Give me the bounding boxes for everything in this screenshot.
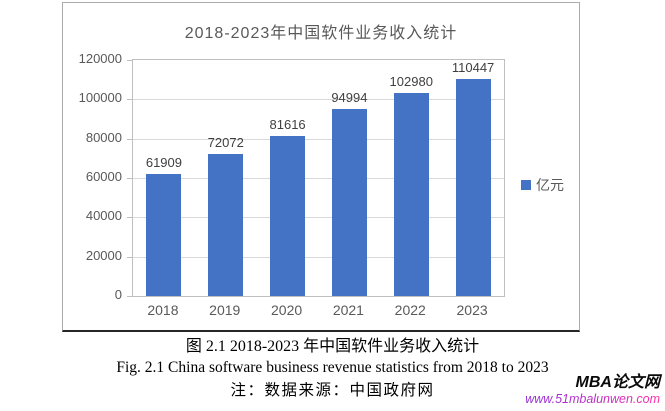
x-axis-label: 2023: [456, 302, 488, 318]
caption-zh: 图 2.1 2018-2023 年中国软件业务收入统计: [185, 338, 480, 355]
y-axis-label: 60000: [85, 169, 122, 184]
bar: [393, 93, 429, 296]
x-axis-label: 2021: [332, 302, 364, 318]
gridline: [133, 138, 504, 140]
y-axis-tick: [127, 60, 133, 61]
bar: [455, 78, 491, 296]
y-axis-tick: [127, 99, 133, 101]
legend-label: 亿元: [536, 177, 564, 193]
bar: [270, 135, 306, 296]
bar-value-label: 110447: [451, 59, 495, 75]
y-axis-label: 40000: [85, 208, 122, 224]
y-axis-label: 100000: [78, 90, 122, 106]
bar: [331, 109, 367, 296]
x-axis-label: 2019: [209, 302, 241, 318]
gridline: [133, 256, 504, 258]
y-axis-label: 20000: [85, 247, 122, 263]
gridline: [133, 178, 504, 179]
watermark: MBA论文网 www.51mbalunwen.com: [525, 374, 660, 406]
y-axis-tick: [127, 217, 133, 219]
y-axis-labels: 0 20000 40000 60000 80000 100000 120000: [63, 3, 126, 333]
caption-source-note: 注：数据来源：中国政府网: [230, 382, 435, 399]
bar-value-label: 102980: [389, 74, 433, 90]
y-axis-tick: [127, 138, 133, 140]
y-axis-label: 0: [114, 287, 122, 302]
chart-frame: 2018-2023年中国软件业务收入统计 0 20000 40000 60000 800…: [62, 2, 580, 332]
x-axis-label: 2022: [394, 302, 426, 318]
gridline: [133, 99, 504, 101]
y-axis-tick: [127, 178, 133, 179]
y-axis-tick: [127, 296, 133, 297]
bar-value-label: 81616: [269, 116, 306, 132]
gridline: [133, 217, 504, 219]
x-axis-labels: 2018 2019 2020 2021 2022 2023: [132, 302, 503, 322]
y-axis-label: 120000: [78, 51, 122, 66]
watermark-site-url: www.51mbalunwen.com: [525, 392, 660, 406]
chart-title: 2018-2023年中国软件业务收入统计: [184, 25, 458, 42]
x-axis-label: 2020: [271, 302, 303, 318]
y-axis-tick: [127, 256, 133, 258]
figure-captions: 图 2.1 2018-2023 年中国软件业务收入统计 Fig. 2.1 Chi…: [0, 337, 665, 401]
y-axis-label: 80000: [85, 129, 122, 145]
legend: 亿元: [521, 175, 564, 195]
bar: [208, 154, 244, 296]
watermark-site-name: MBA论文网: [575, 374, 660, 391]
legend-swatch-icon: [521, 180, 531, 190]
bar-value-label: 61909: [145, 155, 182, 171]
bar-value-label: 94994: [331, 90, 368, 106]
plot-area: 61909 72072 81616 94994 102980 110447: [127, 59, 505, 297]
bar-value-label: 72072: [207, 135, 244, 151]
x-axis-label: 2018: [147, 302, 179, 318]
caption-en: Fig. 2.1 China software business revenue…: [116, 359, 549, 376]
bar: [146, 174, 182, 296]
